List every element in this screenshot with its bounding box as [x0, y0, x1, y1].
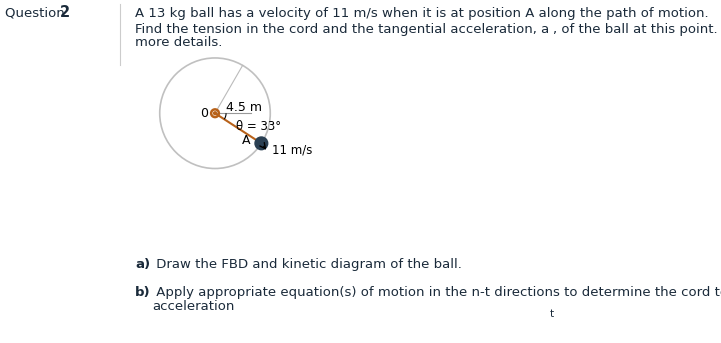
- Text: , of the ball at this point. Refer to the figure below for: , of the ball at this point. Refer to th…: [553, 23, 721, 36]
- Circle shape: [255, 137, 267, 150]
- Text: 2: 2: [60, 5, 70, 20]
- Text: θ = 33°: θ = 33°: [236, 120, 281, 133]
- Text: 4.5 m: 4.5 m: [226, 101, 262, 114]
- Text: 0: 0: [200, 107, 208, 120]
- Text: a): a): [135, 258, 150, 271]
- Text: A: A: [242, 134, 251, 147]
- Text: 11 m/s: 11 m/s: [272, 143, 312, 156]
- Text: more details.: more details.: [135, 36, 222, 49]
- Text: t: t: [549, 309, 554, 319]
- Text: acceleration: acceleration: [152, 300, 234, 313]
- Circle shape: [213, 112, 216, 115]
- Text: b): b): [135, 286, 151, 299]
- Text: Question: Question: [5, 7, 69, 20]
- Text: Find the tension in the cord and the tangential acceleration, a: Find the tension in the cord and the tan…: [135, 23, 549, 36]
- Text: Apply appropriate equation(s) of motion in the n-t directions to determine the c: Apply appropriate equation(s) of motion …: [152, 286, 721, 299]
- Text: A 13 kg ball has a velocity of 11 m/s when it is at position A along the path of: A 13 kg ball has a velocity of 11 m/s wh…: [135, 7, 709, 20]
- Text: Draw the FBD and kinetic diagram of the ball.: Draw the FBD and kinetic diagram of the …: [152, 258, 462, 271]
